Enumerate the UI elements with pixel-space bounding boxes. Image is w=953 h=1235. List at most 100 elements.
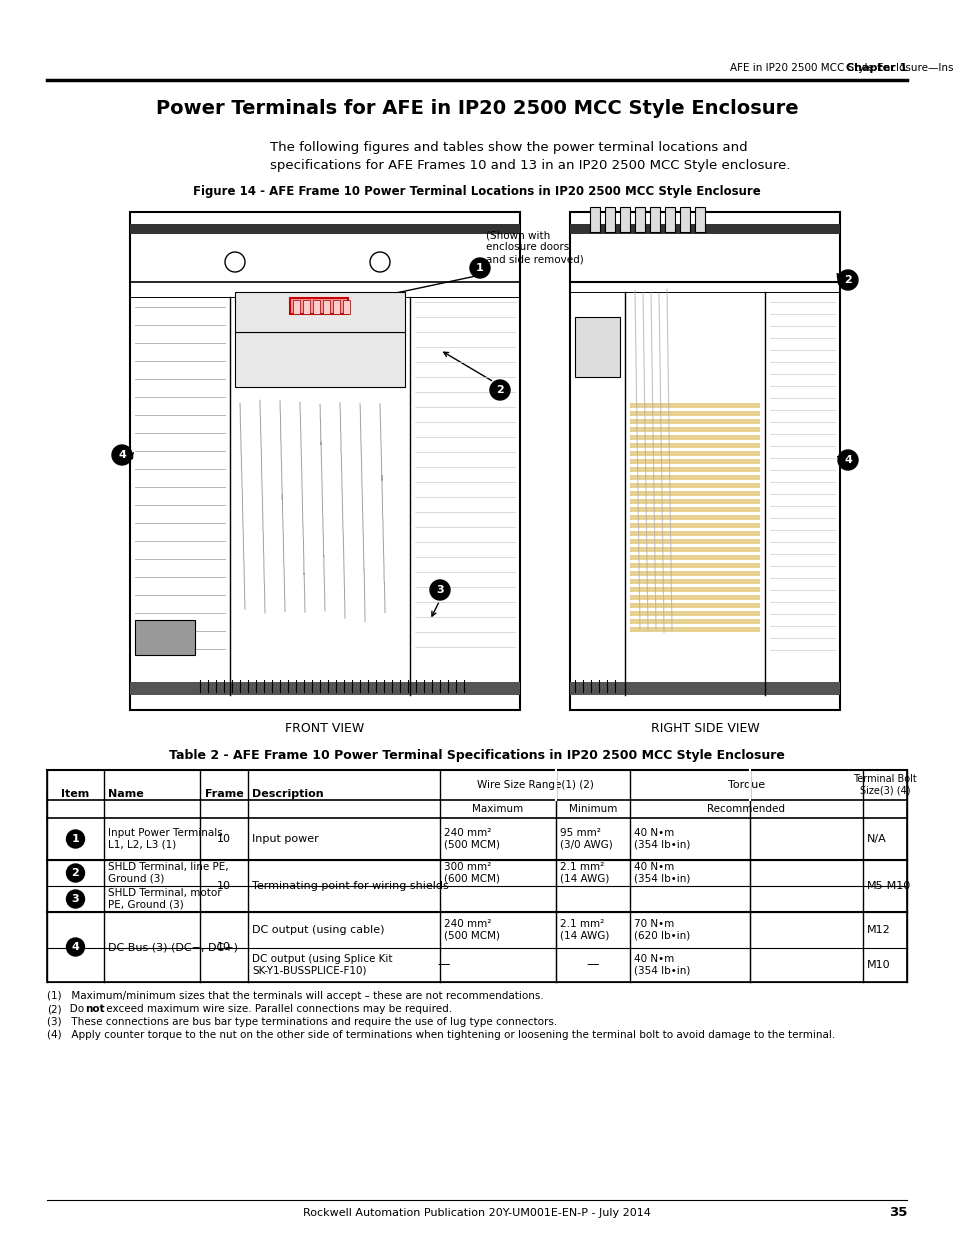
Text: 240 mm²
(500 MCM): 240 mm² (500 MCM) [443,919,499,941]
Bar [47,769,906,982]
Text: Input power: Input power [252,834,318,844]
Text: Frame: Frame [204,789,243,799]
Text: M12: M12 [866,925,890,935]
Text: Terminal Bolt
Size(3) (4): Terminal Bolt Size(3) (4) [852,774,916,795]
Bar [569,682,840,695]
Text: DC output (using Splice Kit
SK-Y1-BUSSPLICE-F10): DC output (using Splice Kit SK-Y1-BUSSPL… [252,955,392,976]
Text: Figure 14 - AFE Frame 10 Power Terminal Locations in IP20 2500 MCC Style Enclosu: Figure 14 - AFE Frame 10 Power Terminal … [193,185,760,199]
Text: Rockwell Automation Publication 20Y-UM001E-EN-P - July 2014: Rockwell Automation Publication 20Y-UM00… [303,1208,650,1218]
Bar [234,291,405,332]
Text: Do: Do [60,1004,88,1014]
Text: 4: 4 [118,450,126,459]
Text: Power Terminals for AFE in IP20 2500 MCC Style Enclosure: Power Terminals for AFE in IP20 2500 MCC… [155,99,798,117]
Bar [629,627,760,632]
Text: 4: 4 [843,454,851,466]
Text: FRONT VIEW: FRONT VIEW [285,721,364,735]
Text: 10: 10 [216,942,231,952]
Text: Item: Item [61,789,90,799]
Bar [629,475,760,480]
Bar [293,300,299,314]
Text: —: — [437,958,450,972]
Text: Description: Description [252,789,323,799]
Bar [629,555,760,559]
Text: 1: 1 [71,834,79,844]
Text: Wire Size Range(1) (2): Wire Size Range(1) (2) [476,781,593,790]
Bar [130,224,519,233]
Bar [629,427,760,432]
Text: 95 mm²
(3/0 AWG): 95 mm² (3/0 AWG) [559,829,612,850]
Circle shape [470,258,490,278]
Text: Recommended: Recommended [707,804,784,814]
Circle shape [837,270,857,290]
Text: (1)   Maximum/minimum sizes that the terminals will accept – these are not recom: (1) Maximum/minimum sizes that the termi… [47,990,543,1002]
Bar [629,563,760,568]
Bar [234,332,405,387]
Text: RIGHT SIDE VIEW: RIGHT SIDE VIEW [650,721,759,735]
Text: DC Bus (3) (DC−, DC+): DC Bus (3) (DC−, DC+) [108,942,237,952]
Bar [569,224,840,233]
Text: DC output (using cable): DC output (using cable) [252,925,384,935]
Bar [629,619,760,624]
Bar [629,538,760,543]
Text: (4)   Apply counter torque to the nut on the other side of terminations when tig: (4) Apply counter torque to the nut on t… [47,1030,835,1040]
Bar [629,451,760,456]
Bar [629,611,760,616]
Circle shape [67,864,85,882]
Bar [629,587,760,592]
Text: exceed maximum wire size. Parallel connections may be required.: exceed maximum wire size. Parallel conne… [103,1004,452,1014]
Text: 240 mm²
(500 MCM): 240 mm² (500 MCM) [443,829,499,850]
Circle shape [67,890,85,908]
Bar [629,595,760,600]
Text: 3: 3 [71,894,79,904]
Text: not: not [85,1004,105,1014]
Text: M5-M10: M5-M10 [866,881,910,890]
Circle shape [112,445,132,466]
Text: 40 N•m
(354 lb•in): 40 N•m (354 lb•in) [634,862,690,884]
Text: 2: 2 [843,275,851,285]
Text: 3: 3 [436,585,443,595]
Bar [604,207,615,232]
Bar [575,317,619,377]
Text: 2.1 mm²
(14 AWG): 2.1 mm² (14 AWG) [559,919,609,941]
Text: (Shown with
enclosure doors
and side removed): (Shown with enclosure doors and side rem… [485,230,583,264]
Circle shape [490,380,510,400]
Text: Input Power Terminals
L1, L2, L3 (1): Input Power Terminals L1, L2, L3 (1) [108,829,222,850]
Bar [629,467,760,472]
Bar [290,298,348,314]
Text: specifications for AFE Frames 10 and 13 in an IP20 2500 MCC Style enclosure.: specifications for AFE Frames 10 and 13 … [270,158,790,172]
Text: AFE in IP20 2500 MCC Style Enclosure—Installation/Wiring: AFE in IP20 2500 MCC Style Enclosure—Ins… [729,63,953,73]
Bar [589,207,599,232]
Bar [629,419,760,424]
Text: 2: 2 [71,868,79,878]
Bar [629,531,760,536]
Text: 2: 2 [496,385,503,395]
Text: 10: 10 [216,881,231,890]
Bar [635,207,644,232]
Bar [629,492,760,496]
Bar [629,515,760,520]
Bar [629,435,760,440]
Text: 40 N•m
(354 lb•in): 40 N•m (354 lb•in) [634,829,690,850]
Text: Terminating point for wiring shields: Terminating point for wiring shields [252,881,448,890]
Text: 1: 1 [476,263,483,273]
Text: —: — [586,958,598,972]
Text: M10: M10 [866,960,890,969]
Bar [629,508,760,513]
Bar [333,300,339,314]
Text: N/A: N/A [866,834,886,844]
Bar [629,522,760,529]
Circle shape [837,450,857,471]
Bar [629,603,760,608]
Bar [629,547,760,552]
Text: 10: 10 [216,834,231,844]
Bar [649,207,659,232]
Bar [303,300,310,314]
Bar [695,207,704,232]
Text: 2.1 mm²
(14 AWG): 2.1 mm² (14 AWG) [559,862,609,884]
Text: Chapter 1: Chapter 1 [845,63,906,73]
Bar [130,682,519,695]
Circle shape [67,939,85,956]
Bar [313,300,319,314]
Bar [619,207,629,232]
Bar [629,579,760,584]
